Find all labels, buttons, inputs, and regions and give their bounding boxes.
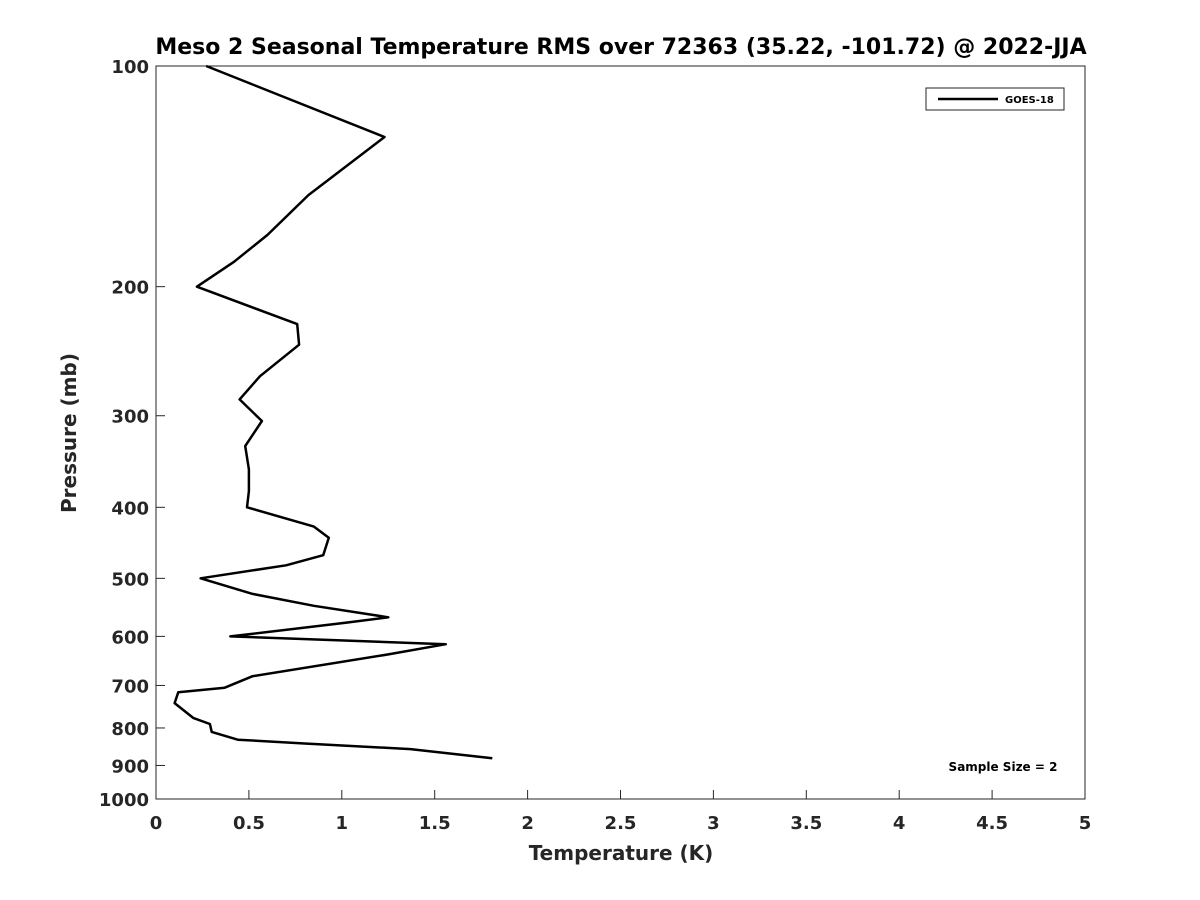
sample-size-annotation: Sample Size = 2 <box>949 760 1058 774</box>
legend: GOES-18 <box>925 87 1065 111</box>
x-tick-label: 0.5 <box>233 813 265 834</box>
legend-label-goes-18: GOES-18 <box>1005 95 1054 106</box>
x-tick-label: 3 <box>707 813 720 834</box>
y-tick-label: 800 <box>111 719 149 740</box>
x-tick-label: 3.5 <box>790 813 822 834</box>
y-tick-label: 900 <box>111 756 149 777</box>
series-line-goes-18 <box>173 64 493 760</box>
x-axis: 0 0.5 1 1.5 2 2.5 3 3.5 4 4.5 5 <box>150 790 1092 834</box>
chart-title: Meso 2 Seasonal Temperature RMS over 723… <box>155 35 1086 60</box>
x-tick-label: 5 <box>1079 813 1092 834</box>
x-tick-label: 2.5 <box>605 813 637 834</box>
x-tick-label: 4.5 <box>976 813 1008 834</box>
x-tick-label: 4 <box>893 813 906 834</box>
y-tick-label: 1000 <box>99 790 149 811</box>
x-tick-label: 0 <box>150 813 163 834</box>
y-axis-label: Pressure (mb) <box>57 353 81 513</box>
y-tick-label: 600 <box>111 627 149 648</box>
y-tick-label: 100 <box>111 57 149 78</box>
x-tick-label: 1 <box>336 813 349 834</box>
y-tick-label: 200 <box>111 278 149 299</box>
y-tick-label: 500 <box>111 569 149 590</box>
y-tick-label: 400 <box>111 498 149 519</box>
y-tick-label: 700 <box>111 676 149 697</box>
x-axis-label: Temperature (K) <box>529 841 714 865</box>
x-tick-label: 1.5 <box>419 813 451 834</box>
y-axis: 100 200 300 400 500 600 700 800 900 1000 <box>99 57 165 811</box>
y-tick-label: 300 <box>111 407 149 428</box>
x-tick-label: 2 <box>521 813 534 834</box>
